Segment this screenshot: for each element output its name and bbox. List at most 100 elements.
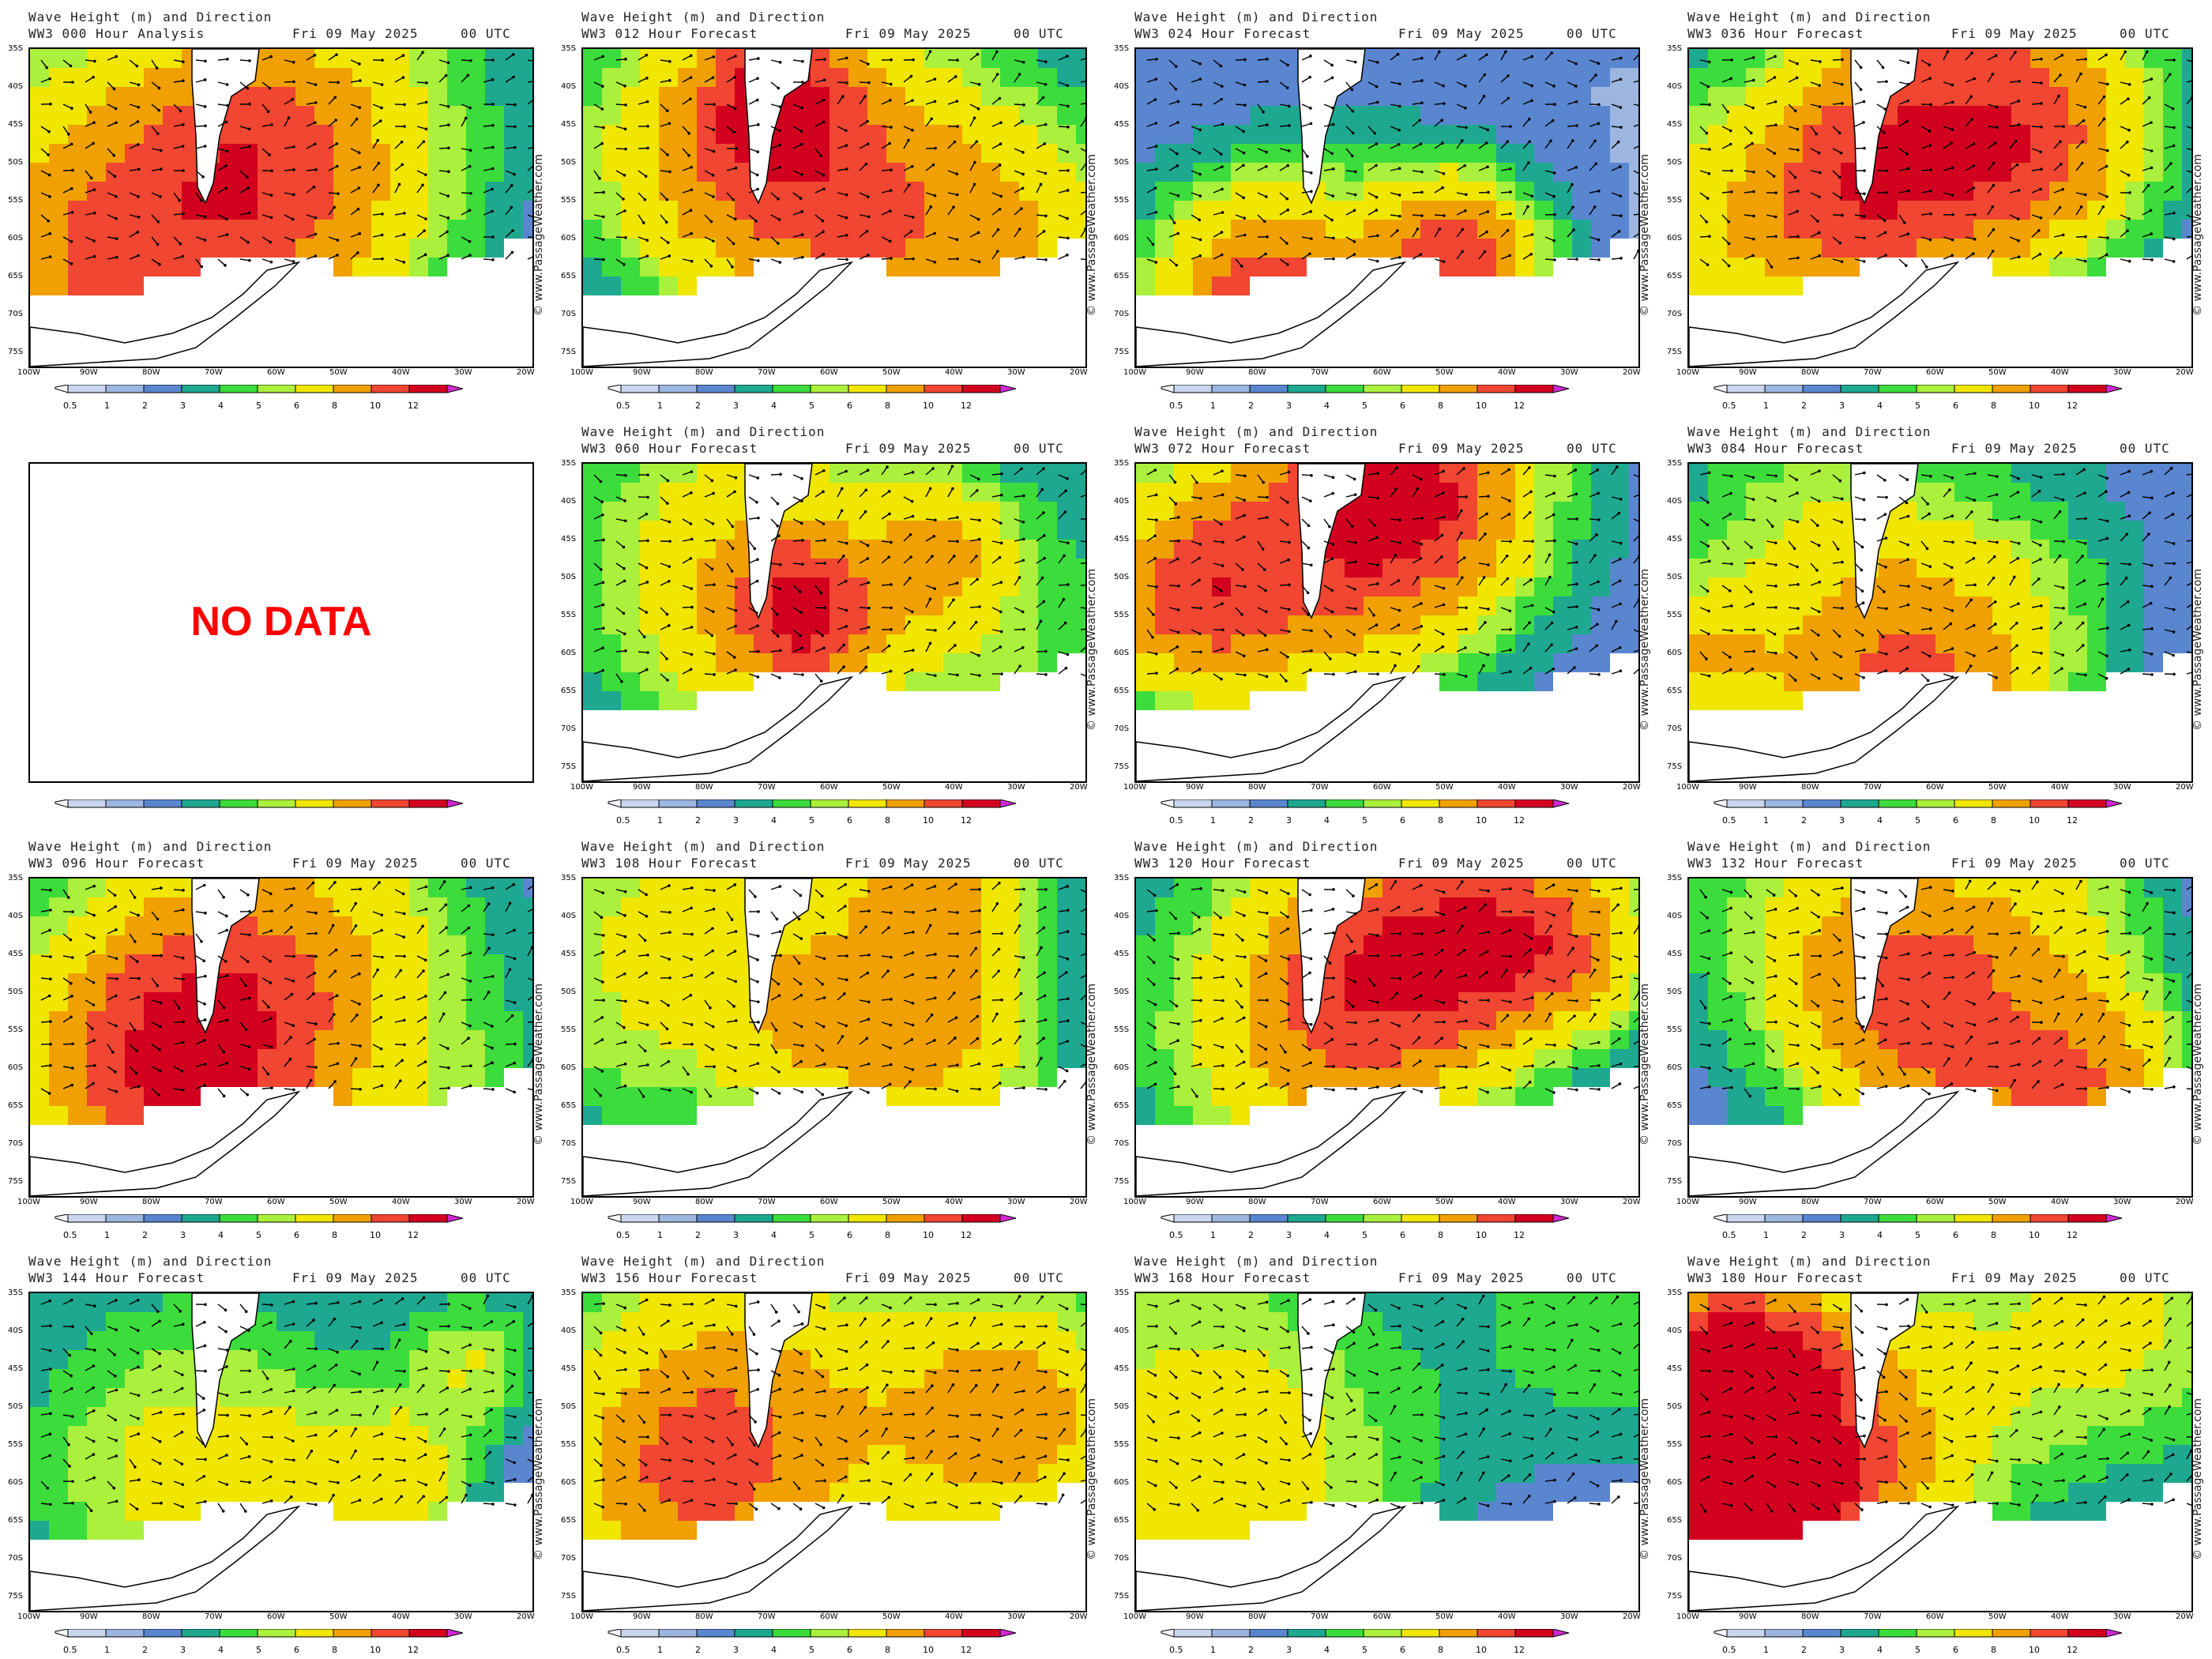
forecast-time: 00 UTC bbox=[2120, 1270, 2170, 1285]
color-scale-legend: 0.5 1 2 3 4 5 6 8 10 12 bbox=[1134, 799, 1608, 830]
credit-text: © www.PassageWeather.com bbox=[2191, 1398, 2204, 1560]
longitude-label: 80W bbox=[1801, 368, 1819, 377]
scale-tick-label: 12 bbox=[1514, 815, 1525, 826]
longitude-label: 90W bbox=[1739, 368, 1757, 377]
antarctica-coastline bbox=[1136, 261, 1407, 367]
scale-tick-label: 8 bbox=[1991, 1645, 1996, 1655]
scale-tick-label: 12 bbox=[408, 1645, 419, 1655]
forecast-time: 00 UTC bbox=[2120, 441, 2170, 456]
scale-tick-label: 12 bbox=[961, 1230, 972, 1240]
latitude-label: 50S bbox=[1114, 988, 1130, 996]
wave-height-map bbox=[1687, 47, 2193, 368]
panel-084: Wave Height (m) and Direction WW3 084 Hou… bbox=[1659, 415, 2212, 830]
scale-tick-label: 10 bbox=[370, 401, 381, 411]
south-america-landmass bbox=[744, 1293, 813, 1449]
scale-tick-label: 2 bbox=[1248, 1230, 1254, 1240]
scale-tick-label: 12 bbox=[961, 401, 972, 411]
longitude-label: 20W bbox=[2176, 783, 2194, 792]
longitude-label: 80W bbox=[695, 1612, 713, 1621]
scale-tick-label: 0.5 bbox=[616, 401, 630, 411]
scale-tick-label: 10 bbox=[923, 1230, 934, 1240]
scale-tick-label: 0.5 bbox=[63, 1645, 77, 1655]
panel-180: Wave Height (m) and Direction WW3 180 Hou… bbox=[1659, 1244, 2212, 1659]
longitude-label: 50W bbox=[1988, 368, 2007, 377]
scale-tick-label: 1 bbox=[1210, 815, 1216, 826]
scale-tick-label: 3 bbox=[1839, 401, 1845, 411]
longitude-label: 70W bbox=[1864, 1612, 1882, 1621]
scale-tick-label: 3 bbox=[180, 1230, 186, 1240]
scale-tick-label: 2 bbox=[142, 1230, 148, 1240]
latitude-label: 70S bbox=[1667, 1554, 1683, 1563]
scale-tick-label: 4 bbox=[771, 1645, 777, 1655]
longitude-label: 90W bbox=[80, 1198, 98, 1206]
south-america-landmass bbox=[744, 49, 813, 205]
scale-tick-label: 0.5 bbox=[1169, 1230, 1183, 1240]
forecast-date: Fri 09 May 2025 bbox=[292, 856, 419, 871]
latitude-label: 75S bbox=[1114, 1177, 1130, 1186]
latitude-label: 75S bbox=[8, 1592, 24, 1601]
longitude-label: 60W bbox=[820, 368, 838, 377]
scale-tick-label: 2 bbox=[142, 1645, 148, 1655]
longitude-label: 90W bbox=[80, 368, 98, 377]
scale-tick-label: 1 bbox=[657, 401, 663, 411]
latitude-label: 65S bbox=[1667, 272, 1683, 280]
south-america-landmass bbox=[744, 464, 813, 619]
scale-tick-label: 2 bbox=[1248, 1645, 1254, 1655]
latitude-label: 60S bbox=[561, 649, 577, 657]
scale-tick-label: 4 bbox=[771, 401, 777, 411]
scale-tick-label: 5 bbox=[256, 1645, 261, 1655]
longitude-label: 40W bbox=[1498, 1198, 1516, 1206]
longitude-label: 90W bbox=[1186, 1612, 1204, 1621]
latitude-label: 55S bbox=[1667, 196, 1683, 205]
scale-tick-label: 4 bbox=[1324, 815, 1330, 826]
forecast-time: 00 UTC bbox=[1014, 856, 1064, 871]
antarctica-coastline bbox=[1136, 1505, 1407, 1611]
latitude-label: 40S bbox=[561, 912, 577, 920]
longitude-label: 90W bbox=[1186, 1198, 1204, 1206]
longitude-label: 20W bbox=[517, 1612, 535, 1621]
latitude-label: 55S bbox=[1667, 1025, 1683, 1034]
panel-012: Wave Height (m) and Direction WW3 012 Hou… bbox=[553, 0, 1106, 415]
scale-tick-label: 5 bbox=[1362, 1645, 1367, 1655]
panel-048: NO DATA bbox=[0, 415, 553, 830]
scale-tick-label: 8 bbox=[885, 815, 890, 826]
scale-tick-label: 12 bbox=[2067, 1230, 2078, 1240]
longitude-label: 30W bbox=[1560, 368, 1578, 377]
scale-tick-label: 2 bbox=[142, 401, 148, 411]
scale-tick-label: 1 bbox=[657, 1645, 663, 1655]
latitude-label: 60S bbox=[1114, 1063, 1130, 1072]
scale-tick-label: 10 bbox=[923, 1645, 934, 1655]
color-scale-legend: 0.5 1 2 3 4 5 6 8 10 12 bbox=[1134, 384, 1608, 415]
scale-tick-label: 12 bbox=[2067, 401, 2078, 411]
scale-tick-label: 0.5 bbox=[1722, 1230, 1736, 1240]
scale-tick-label: 1 bbox=[104, 401, 110, 411]
panel-title: Wave Height (m) and Direction bbox=[28, 839, 273, 854]
latitude-label: 70S bbox=[561, 310, 577, 318]
longitude-label: 60W bbox=[1373, 783, 1391, 792]
latitude-label: 65S bbox=[1667, 1101, 1683, 1110]
longitude-label: 50W bbox=[882, 783, 901, 792]
wave-height-map bbox=[1134, 47, 1640, 368]
latitude-label: 50S bbox=[1667, 158, 1683, 167]
forecast-date: Fri 09 May 2025 bbox=[845, 441, 972, 456]
longitude-label: 40W bbox=[2051, 1198, 2069, 1206]
scale-tick-label: 6 bbox=[1953, 1230, 1958, 1240]
forecast-label: WW3 012 Hour Forecast bbox=[581, 26, 758, 41]
scale-tick-label: 10 bbox=[1476, 401, 1487, 411]
longitude-label: 90W bbox=[80, 1612, 98, 1621]
latitude-label: 40S bbox=[8, 82, 24, 91]
longitude-label: 70W bbox=[1864, 783, 1882, 792]
longitude-label: 70W bbox=[205, 1198, 223, 1206]
longitude-label: 20W bbox=[2176, 1612, 2194, 1621]
longitude-label: 100W bbox=[17, 1198, 40, 1206]
longitude-label: 80W bbox=[1248, 783, 1266, 792]
forecast-label: WW3 072 Hour Forecast bbox=[1134, 441, 1311, 456]
forecast-time: 00 UTC bbox=[1567, 1270, 1617, 1285]
latitude-label: 70S bbox=[8, 1139, 24, 1148]
latitude-label: 35S bbox=[561, 44, 577, 53]
longitude-label: 30W bbox=[1560, 1198, 1578, 1206]
scale-tick-label: 2 bbox=[695, 401, 701, 411]
forecast-time: 00 UTC bbox=[2120, 856, 2170, 871]
credit-text: © www.PassageWeather.com bbox=[1638, 568, 1651, 731]
latitude-label: 40S bbox=[561, 497, 577, 506]
